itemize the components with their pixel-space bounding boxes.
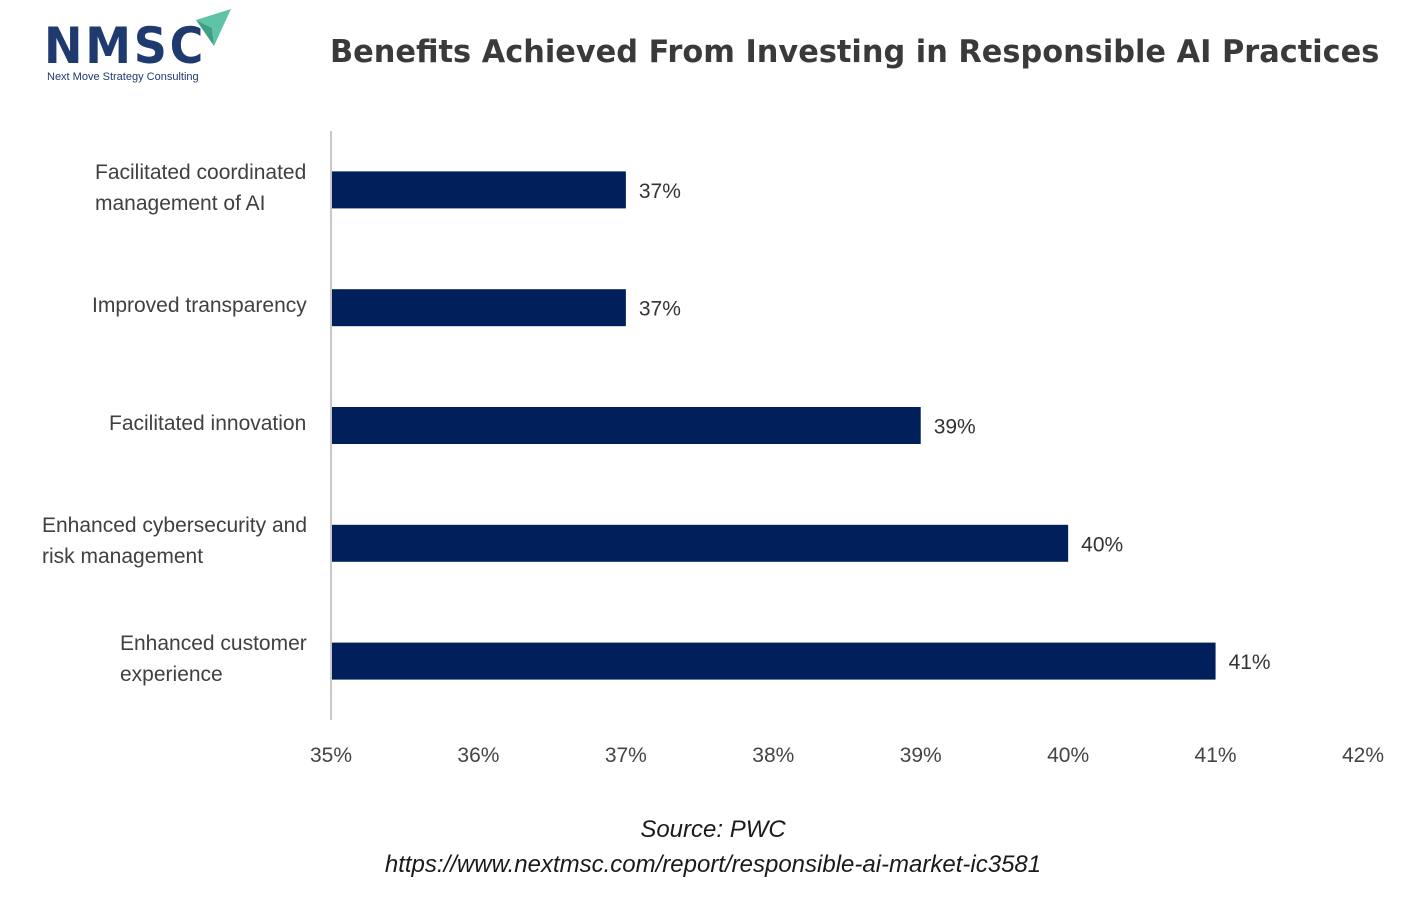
x-tick-label: 38%: [752, 744, 794, 767]
category-label-line: risk management: [42, 545, 204, 569]
bar-value-label: 39%: [934, 416, 976, 439]
bar-value-label: 37%: [639, 180, 681, 203]
bar: [332, 171, 626, 209]
category-label-line: Improved transparency: [92, 294, 307, 318]
source-url: https://www.nextmsc.com/report/responsib…: [384, 851, 1042, 878]
category-label: Improved transparency: [92, 290, 307, 321]
x-tick-label: 37%: [605, 744, 647, 767]
logo-text: NMSC: [44, 17, 207, 75]
logo-subtitle: Next Move Strategy Consulting: [47, 71, 199, 83]
bar-value-label: 41%: [1229, 651, 1271, 674]
category-label-line: Facilitated coordinated: [95, 160, 307, 184]
x-tick-label: 39%: [900, 744, 942, 767]
category-label: Enhanced cybersecurity and risk managemen…: [42, 510, 307, 572]
x-tick-label: 41%: [1195, 744, 1237, 767]
category-label: Facilitated coordinated management of AI: [95, 157, 307, 219]
category-label-line: Facilitated innovation: [109, 412, 307, 435]
category-label-line: experience: [120, 663, 223, 687]
x-tick-label: 35%: [310, 744, 352, 767]
chart-title: Benefits Achieved From Investing in Resp…: [330, 34, 1380, 70]
bar-chart: 37% 37% 39% 40% 41% 35% 36% 37% 38% 39% 40% 41% 42%: [310, 131, 1384, 767]
bar-value-label: 37%: [639, 298, 681, 321]
source-label: Source: PWC: [640, 816, 786, 843]
bar: [332, 407, 921, 444]
paper-plane-icon: [196, 9, 231, 46]
bar-value-label: 40%: [1081, 533, 1123, 556]
category-label-line: Enhanced cybersecurity and: [42, 514, 307, 538]
category-label-line: Enhanced customer: [120, 632, 307, 656]
category-label: Enhanced customer experience: [120, 628, 307, 690]
bar: [332, 642, 1216, 680]
logo: NMSC Next Move Strategy Consulting: [44, 6, 244, 90]
category-label: Facilitated innovation: [109, 408, 307, 439]
x-tick-label: 42%: [1342, 744, 1384, 767]
category-label-line: management of AI: [95, 191, 266, 215]
x-tick-label: 40%: [1047, 744, 1089, 767]
x-tick-label: 36%: [457, 744, 499, 767]
bar: [332, 289, 626, 327]
bar: [332, 524, 1069, 562]
